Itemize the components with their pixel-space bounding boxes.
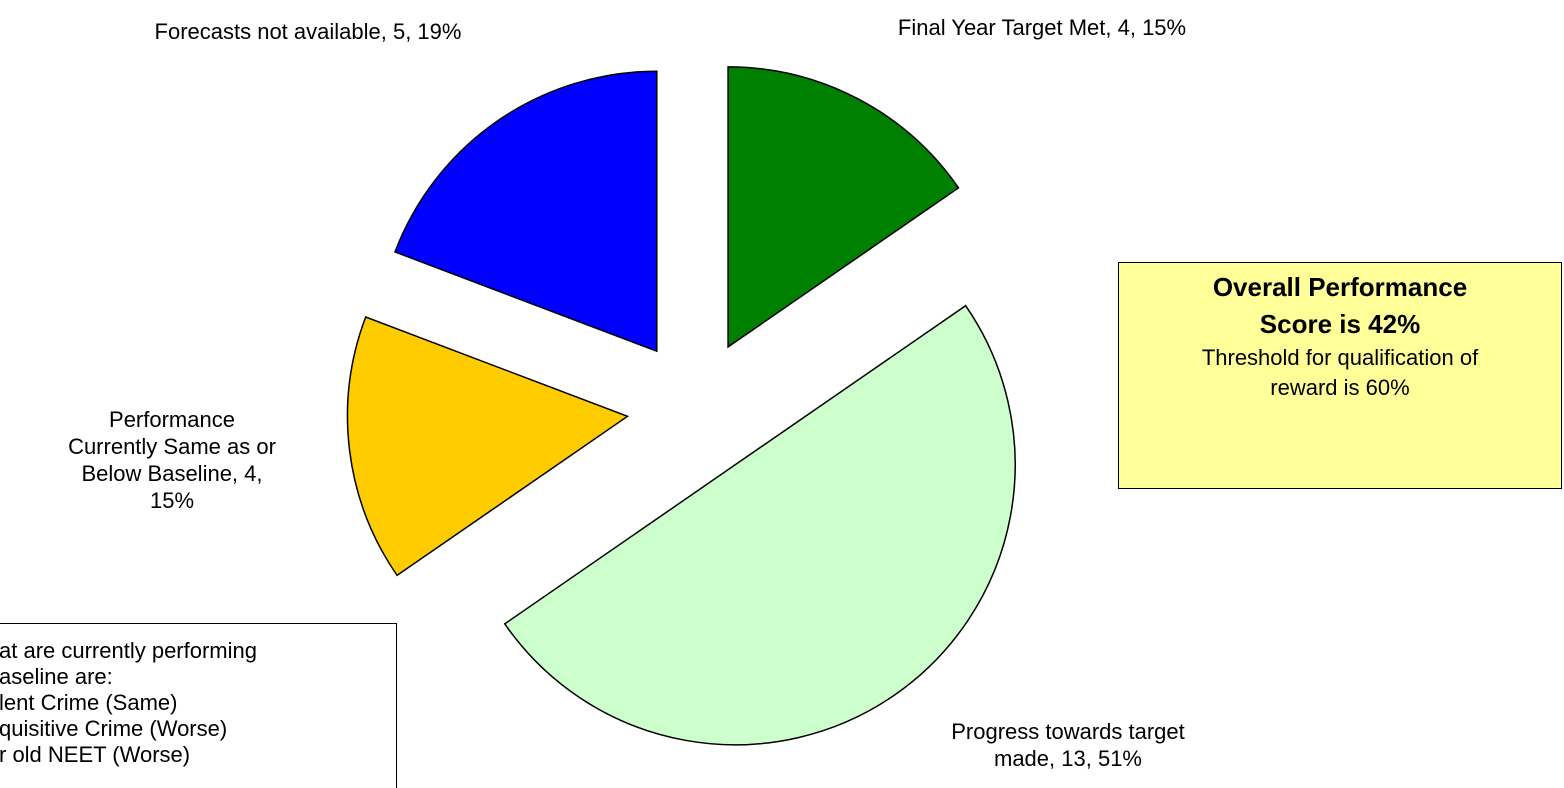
pie-slice: [503, 304, 1016, 746]
note-line: r old NEET (Worse): [0, 742, 191, 767]
pie-slice: [394, 70, 658, 353]
notes-box: at are currently performing aseline are: l…: [0, 623, 397, 788]
slice-label: Progress towards target made, 13, 51%: [951, 719, 1185, 771]
slice-label: Performance Currently Same as or Below B…: [68, 407, 276, 513]
pie-slice: [346, 316, 630, 577]
note-line: quisitive Crime (Worse): [0, 716, 228, 741]
note-line: at are currently performing: [0, 638, 257, 663]
pie-slice: [727, 66, 960, 349]
score-box: Overall Performance Score is 42% Thresho…: [1118, 262, 1562, 489]
slice-label: Final Year Target Met, 4, 15%: [897, 15, 1187, 40]
score-title: Overall Performance Score is 42%: [1212, 272, 1468, 339]
slice-label: Forecasts not available, 5, 19%: [154, 19, 462, 44]
note-line: aseline are:: [0, 664, 113, 689]
score-text: Threshold for qualification of reward is…: [1201, 345, 1479, 400]
note-line: lent Crime (Same): [0, 690, 178, 715]
